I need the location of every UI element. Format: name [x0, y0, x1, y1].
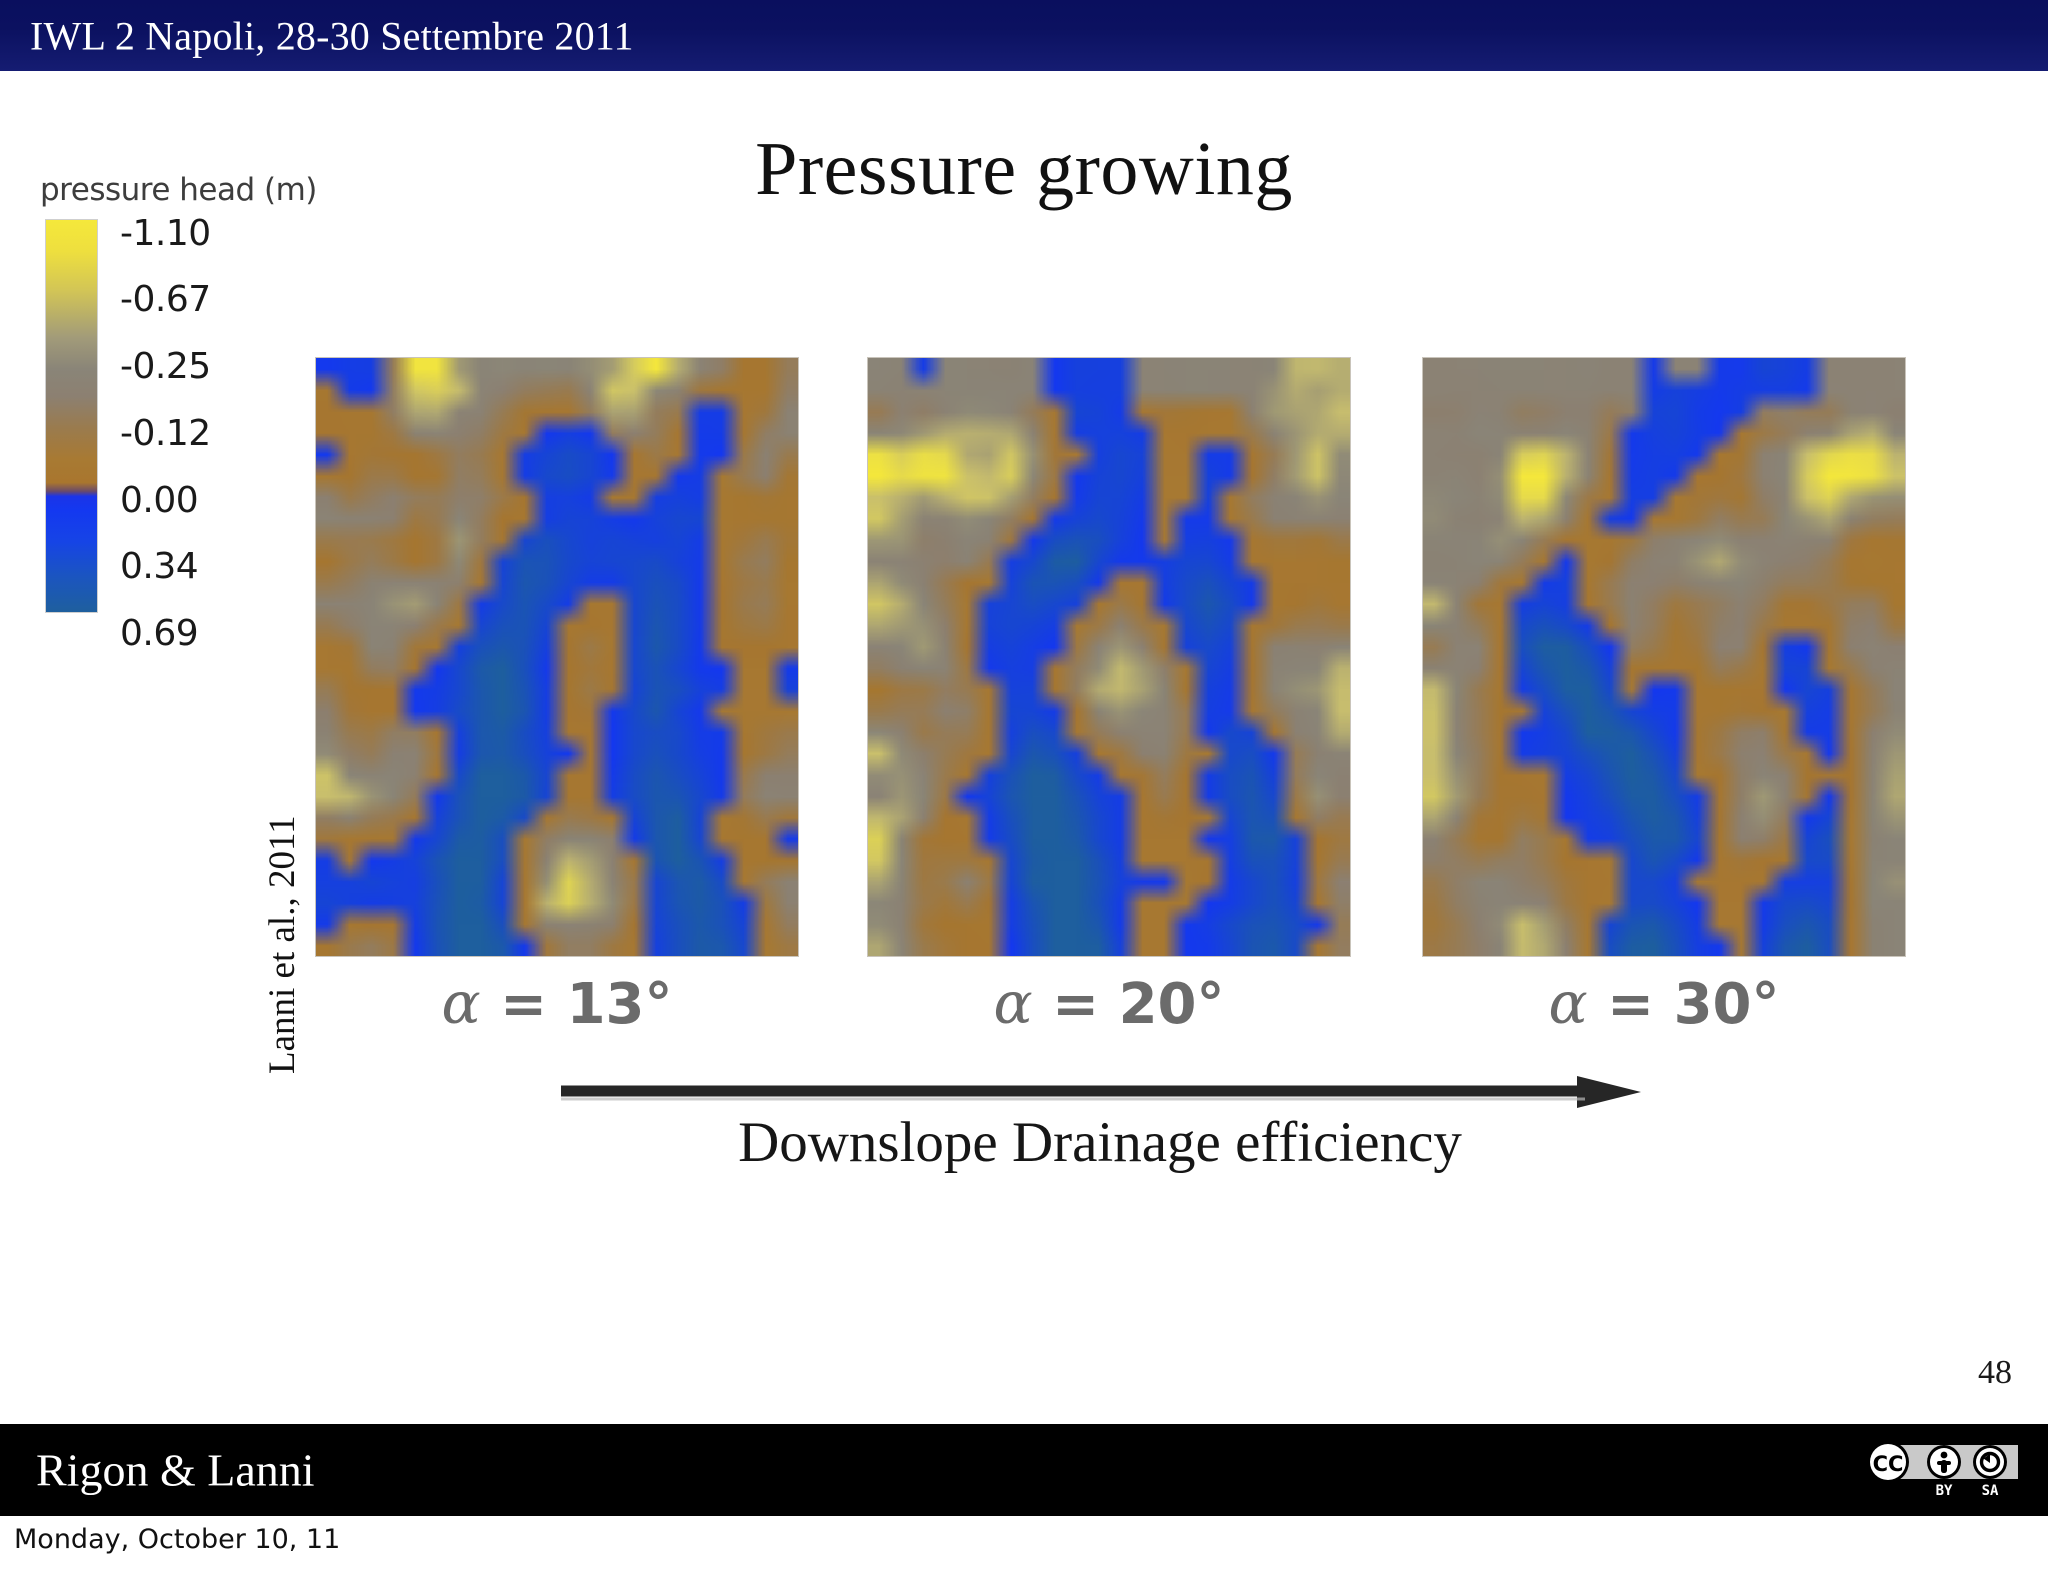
svg-text:BY: BY	[1936, 1483, 1953, 1499]
author-names: Rigon & Lanni	[36, 1444, 315, 1496]
svg-text:CC: CC	[1873, 1452, 1904, 1476]
colorbar-tick-0: -1.10	[120, 213, 211, 254]
alpha-symbol-0: α	[441, 969, 481, 1037]
source-credit: Lanni et al., 2011	[215, 774, 303, 1074]
alpha-symbol-2: α	[1548, 969, 1588, 1037]
slide-top-banner: IWL 2 Napoli, 28-30 Settembre 2011	[0, 0, 2048, 74]
slide-body: Pressure growing pressure head (m) -1.10…	[0, 74, 2048, 1414]
slide-title: Pressure growing	[755, 127, 1293, 211]
pressure-head-raster-panel-20deg	[867, 357, 1351, 957]
slide-number: 48	[1978, 1354, 2012, 1391]
colorbar-title: pressure head (m)	[40, 172, 317, 208]
colorbar-body: -1.10 -0.67 -0.25 -0.12 0.00 0.34 0.69	[40, 213, 340, 654]
colorbar-tick-1: -0.67	[120, 279, 211, 320]
source-credit-label: Lanni et al., 2011	[262, 815, 303, 1074]
export-date: Monday, October 10, 11	[14, 1524, 341, 1555]
panel-caption-30deg: α = 30°	[1422, 969, 1906, 1037]
colorbar-tick-6: 0.69	[120, 613, 199, 654]
colorbar-tick-4: 0.00	[120, 480, 199, 521]
colorbar-legend: pressure head (m) -1.10 -0.67 -0.25 -0.1…	[40, 172, 340, 654]
conference-title: IWL 2 Napoli, 28-30 Settembre 2011	[30, 13, 634, 58]
colorbar-tick-3: -0.12	[120, 413, 211, 454]
right-arrow-icon	[555, 1074, 1645, 1114]
slide-footer: Rigon & Lanni CC BY SA	[0, 1424, 2048, 1516]
panel-angle-1: = 20°	[1032, 972, 1225, 1037]
panel-caption-20deg: α = 20°	[867, 969, 1351, 1037]
panel-caption-13deg: α = 13°	[315, 969, 799, 1037]
pressure-head-raster-panel-30deg	[1422, 357, 1906, 957]
colorbar-tick-2: -0.25	[120, 346, 211, 387]
panel-angle-2: = 30°	[1587, 972, 1780, 1037]
export-date-strip: Monday, October 10, 11	[0, 1516, 2048, 1576]
colorbar-tick-5: 0.34	[120, 546, 199, 587]
alpha-symbol-1: α	[993, 969, 1033, 1037]
pressure-head-raster-panel-13deg	[315, 357, 799, 957]
panel-angle-0: = 13°	[480, 972, 673, 1037]
axis-caption: Downslope Drainage efficiency	[738, 1111, 1462, 1174]
svg-text:SA: SA	[1982, 1483, 1999, 1499]
colorbar-gradient	[45, 219, 98, 613]
creative-commons-by-sa-badge[interactable]: CC BY SA	[1862, 1441, 2022, 1499]
